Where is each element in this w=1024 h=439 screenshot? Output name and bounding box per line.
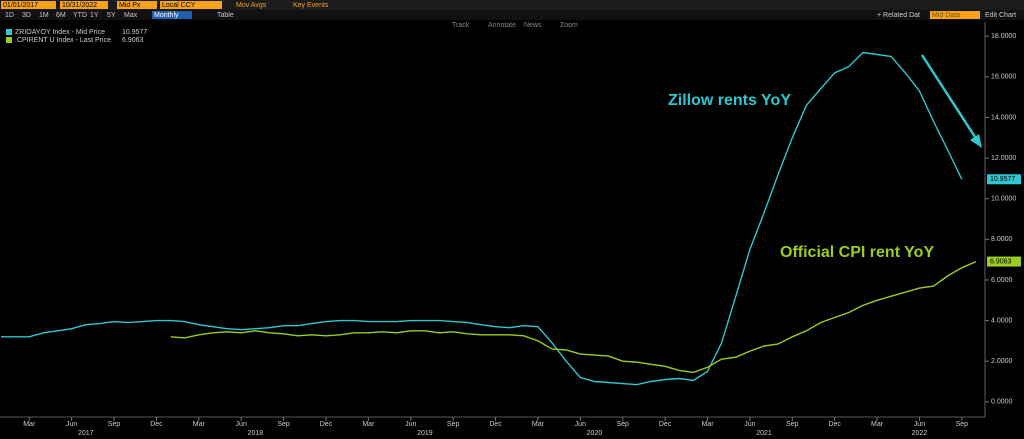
range-button[interactable]: 6M: [56, 12, 66, 19]
year-label: 2021: [756, 430, 772, 437]
x-tick-label: Sep: [956, 421, 969, 428]
x-tick-label: Sep: [108, 421, 121, 428]
x-tick-label: Jun: [236, 421, 247, 428]
range-button[interactable]: 3D: [22, 12, 31, 19]
toolbar-bottom: [0, 10, 1024, 20]
annotation: Official CPI rent YoY: [780, 244, 934, 261]
last-value-label: 10.9577: [990, 176, 1015, 183]
legend-name: .CPIRENT U Index - Last Price: [15, 37, 111, 44]
x-tick-label: Mar: [362, 421, 375, 428]
x-tick-label: Sep: [616, 421, 629, 428]
x-tick-label: Dec: [828, 421, 841, 428]
tool-button[interactable]: Annotate: [488, 22, 516, 29]
tool-button[interactable]: News: [524, 22, 542, 29]
range-button[interactable]: Max: [124, 12, 138, 19]
y-tick-label: 14.0000: [991, 114, 1016, 121]
range-button[interactable]: 5Y: [107, 12, 116, 19]
currency[interactable]: Local CCY: [162, 2, 196, 9]
year-label: 2022: [912, 430, 928, 437]
series-line: [170, 260, 977, 374]
arrow-head: [970, 134, 982, 148]
y-tick-label: 12.0000: [991, 155, 1016, 162]
period[interactable]: Monthly: [154, 12, 179, 19]
x-tick-label: Dec: [489, 421, 502, 428]
start-date[interactable]: 01/01/2017: [3, 2, 38, 9]
range-button[interactable]: 1M: [39, 12, 49, 19]
end-field[interactable]: [60, 1, 108, 9]
key-events[interactable]: Key Events: [293, 2, 329, 9]
x-tick-label: Dec: [320, 421, 333, 428]
x-tick-label: Jun: [575, 421, 586, 428]
y-tick-label: 4.0000: [991, 317, 1013, 324]
last-value-label: 6.9063: [990, 258, 1012, 265]
annotation: Zillow rents YoY: [668, 92, 791, 109]
x-tick-label: Dec: [150, 421, 163, 428]
period-field[interactable]: [152, 11, 192, 19]
arrow: [920, 54, 979, 141]
x-tick-label: Dec: [659, 421, 672, 428]
y-tick-label: 10.0000: [991, 196, 1016, 203]
range-button[interactable]: 1D: [5, 12, 14, 19]
table-button[interactable]: Table: [217, 12, 234, 19]
x-tick-label: Jun: [744, 421, 755, 428]
currency-field[interactable]: [160, 1, 222, 9]
toolbar-top: [0, 0, 1024, 10]
series-line: [1, 51, 963, 386]
x-tick-label: Mar: [193, 421, 206, 428]
x-tick-label: Jun: [66, 421, 77, 428]
tool-button[interactable]: Track: [452, 22, 470, 29]
y-tick-label: 18.0000: [991, 33, 1016, 40]
y-tick-label: 0.0000: [991, 399, 1013, 406]
legend-name: ZRIOAYOY Index - Mid Price: [15, 29, 105, 36]
legend-swatch: [6, 37, 12, 43]
x-tick-label: Mar: [701, 421, 714, 428]
y-tick-label: 16.0000: [991, 74, 1016, 81]
edit-chart[interactable]: Edit Chart: [985, 12, 1016, 19]
last-value-tag: [987, 174, 1021, 185]
end-date[interactable]: 10/31/2022: [62, 2, 97, 9]
y-tick-label: 8.0000: [991, 236, 1013, 243]
year-label: 2019: [417, 430, 433, 437]
related-field-box[interactable]: [930, 11, 980, 19]
x-tick-label: Mar: [871, 421, 884, 428]
x-tick-label: Sep: [447, 421, 460, 428]
year-label: 2020: [587, 430, 603, 437]
range-button[interactable]: 1Y: [90, 12, 99, 19]
x-tick-label: Mar: [532, 421, 545, 428]
year-label: 2017: [78, 430, 94, 437]
tool-button[interactable]: Zoom: [560, 22, 578, 29]
x-tick-label: Sep: [786, 421, 799, 428]
last-value-tag: [987, 256, 1021, 267]
x-tick-label: Sep: [277, 421, 290, 428]
price[interactable]: Mid Px: [119, 2, 141, 9]
x-tick-label: Jun: [914, 421, 925, 428]
related-field[interactable]: Mid Data: [932, 12, 960, 19]
year-label: 2018: [248, 430, 264, 437]
mov-avgs[interactable]: Mov Avgs: [236, 2, 267, 9]
y-tick-label: 2.0000: [991, 358, 1013, 365]
y-tick-label: 6.0000: [991, 277, 1013, 284]
x-tick-label: Mar: [23, 421, 36, 428]
legend-swatch: [6, 29, 12, 35]
range-button[interactable]: YTD: [73, 12, 87, 19]
start-field[interactable]: [1, 1, 56, 9]
legend-value: 10.9577: [122, 29, 147, 36]
related[interactable]: + Related Dat: [877, 12, 920, 19]
price-field[interactable]: [117, 1, 157, 9]
legend-value: 6.9063: [122, 37, 144, 44]
x-tick-label: Jun: [405, 421, 416, 428]
